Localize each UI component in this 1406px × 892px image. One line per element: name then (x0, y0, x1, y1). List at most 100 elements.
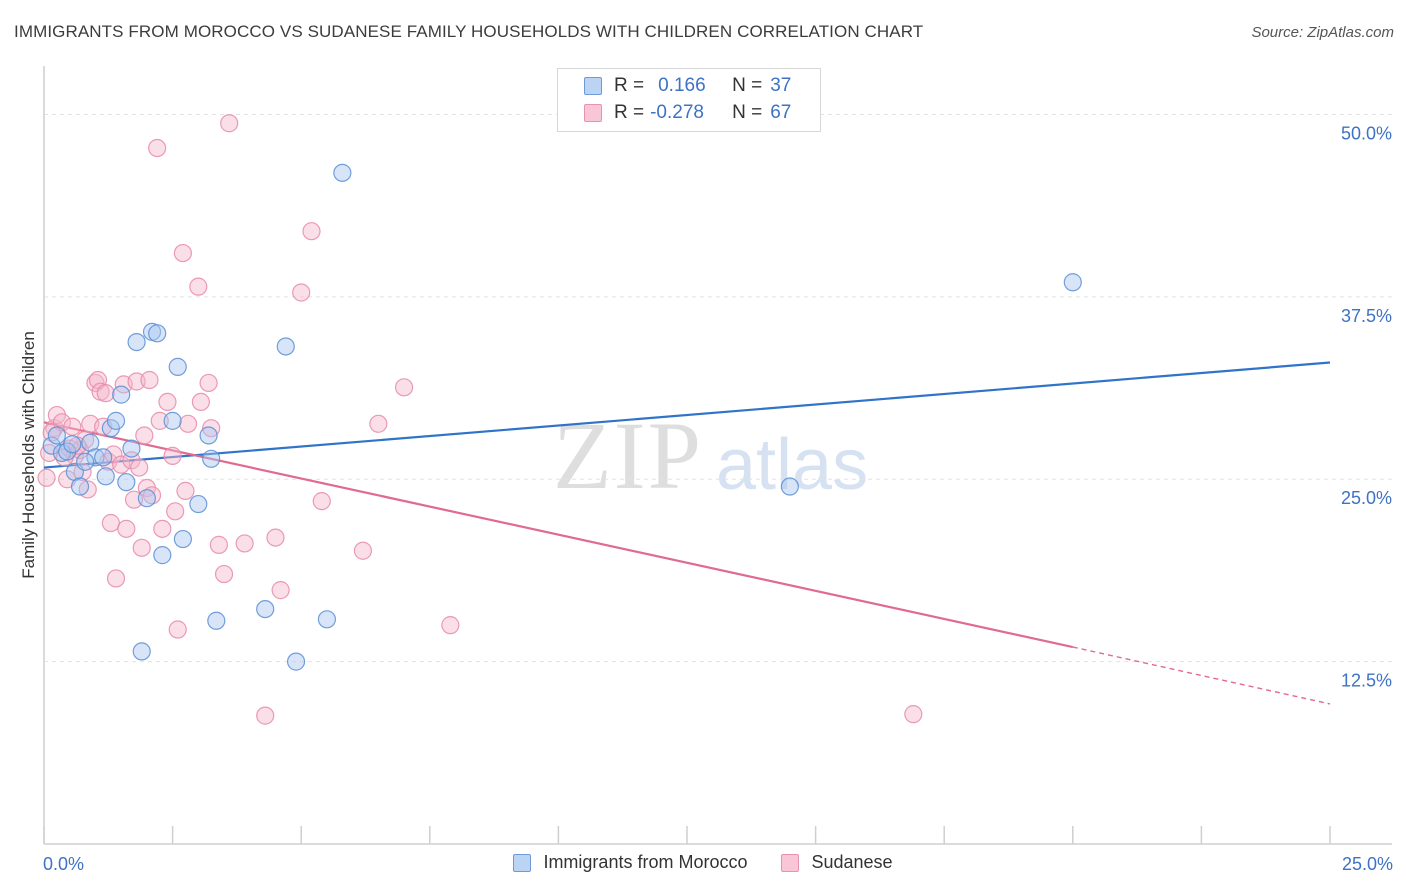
watermark-atlas: atlas (716, 425, 869, 505)
point-morocco (112, 385, 131, 404)
point-sudanese (271, 581, 290, 600)
point-morocco (127, 332, 146, 352)
series-legend-morocco[interactable]: Immigrants from Morocco (513, 852, 747, 873)
point-sudanese (441, 616, 460, 635)
point-sudanese (256, 706, 275, 725)
label-layer: 12.5% 25.0% 37.5% 50.0% 0.0% 25.0% Family Hous… (19, 123, 1393, 874)
series-swatch-morocco (513, 853, 532, 872)
point-sudanese (302, 222, 321, 241)
trend-layer (43, 361, 1331, 705)
y-tick-label: 12.5% (1341, 671, 1392, 691)
point-sudanese (220, 114, 239, 133)
legend-n-value: 37 (770, 75, 792, 96)
y-tick-label: 50.0% (1341, 123, 1392, 143)
point-sudanese (189, 277, 208, 296)
point-sudanese (369, 414, 388, 433)
point-sudanese (191, 392, 210, 412)
point-sudanese (292, 283, 311, 302)
legend-r-label: R = (614, 75, 645, 96)
point-morocco (106, 411, 126, 430)
point-sudanese (235, 534, 254, 553)
point-sudanese (101, 513, 120, 533)
legend-r-label: R = (614, 102, 645, 123)
series-name-morocco: Immigrants from Morocco (543, 852, 748, 872)
point-morocco (132, 642, 151, 661)
point-morocco (94, 448, 113, 467)
point-morocco (256, 599, 275, 619)
series-legend-sudanese[interactable]: Sudanese (781, 852, 893, 873)
point-morocco (189, 494, 208, 514)
point-morocco (207, 611, 226, 630)
point-sudanese (37, 468, 56, 487)
trend-line-sudanese (43, 421, 1074, 649)
source-label: Source: ZipAtlas.com (1251, 24, 1394, 41)
trend-line-morocco (43, 361, 1331, 469)
series-name-sudanese: Sudanese (811, 852, 893, 872)
legend-row-sudanese: R = -0.278 N = 67 (584, 100, 791, 126)
chart-title: IMMIGRANTS FROM MOROCCO VS SUDANESE FAMI… (14, 22, 924, 41)
point-morocco (202, 449, 221, 468)
point-sudanese (140, 370, 159, 390)
point-sudanese (178, 414, 198, 433)
point-morocco (168, 357, 187, 376)
legend-n-value: 67 (770, 102, 792, 123)
point-sudanese (150, 411, 169, 430)
legend-n-label: N = (732, 102, 763, 123)
point-sudanese (148, 138, 167, 158)
point-sudanese (176, 481, 195, 501)
y-axis-label: Family Households with Children (19, 331, 38, 579)
point-morocco (117, 473, 136, 492)
legend-r-value: -0.278 (650, 102, 704, 123)
point-morocco (317, 610, 337, 629)
point-morocco (780, 477, 799, 496)
point-sudanese (135, 426, 154, 445)
legend-row-morocco: R = 0.166 N = 37 (584, 73, 791, 99)
point-sudanese (158, 392, 177, 412)
point-sudanese (117, 519, 136, 538)
point-morocco (148, 324, 167, 343)
point-sudanese (353, 541, 373, 560)
legend-swatch-sudanese (584, 104, 602, 122)
point-sudanese (166, 502, 185, 521)
point-sudanese (163, 446, 182, 465)
point-morocco (1063, 273, 1082, 292)
x-tick-label: 0.0% (43, 854, 84, 874)
point-morocco (86, 448, 105, 467)
point-morocco (76, 452, 95, 471)
points-layer (37, 114, 1082, 725)
point-sudanese (42, 423, 61, 442)
point-sudanese (153, 519, 172, 538)
point-morocco (47, 426, 66, 445)
point-morocco (70, 477, 90, 496)
point-morocco (199, 426, 218, 445)
point-sudanese (199, 373, 218, 393)
point-sudanese (168, 620, 187, 639)
y-tick-label: 37.5% (1341, 306, 1392, 326)
point-morocco (137, 489, 156, 508)
series-swatch-sudanese (781, 853, 800, 872)
legend-swatch-morocco (584, 77, 602, 95)
point-sudanese (266, 528, 285, 547)
point-morocco (96, 467, 115, 486)
point-sudanese (394, 378, 414, 397)
point-morocco (163, 411, 182, 430)
point-sudanese (63, 417, 82, 436)
y-tick-label: 25.0% (1341, 488, 1392, 508)
point-sudanese (130, 458, 149, 477)
point-sudanese (209, 535, 228, 554)
legend-n-label: N = (732, 75, 763, 96)
grid-layer (44, 113, 1392, 663)
point-morocco (276, 337, 295, 356)
axis-layer (43, 66, 1392, 845)
legend-r-value: 0.166 (658, 75, 706, 96)
x-tick-label: 25.0% (1342, 854, 1393, 874)
point-sudanese (214, 564, 234, 584)
trend-line-sudanese-extension (1072, 646, 1331, 705)
point-morocco (122, 439, 141, 458)
point-morocco (173, 529, 192, 549)
point-morocco (63, 435, 82, 454)
point-sudanese (904, 705, 923, 724)
point-sudanese (173, 243, 192, 263)
point-morocco (286, 652, 306, 671)
